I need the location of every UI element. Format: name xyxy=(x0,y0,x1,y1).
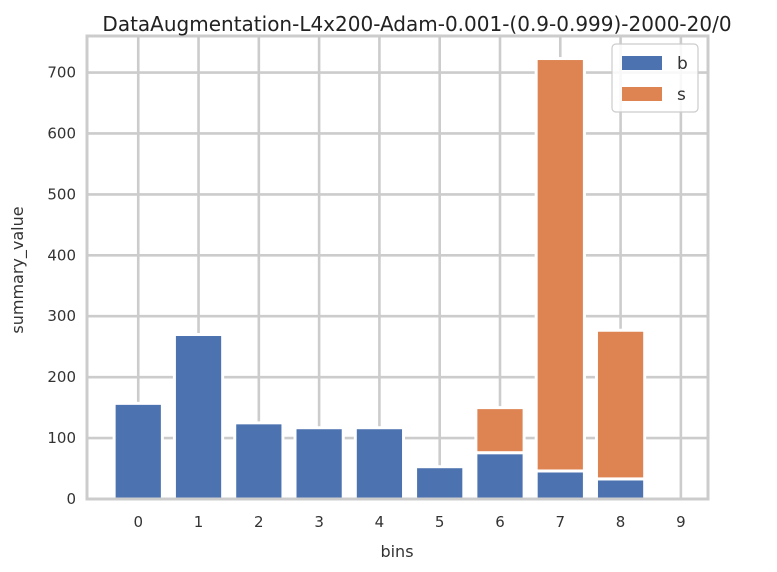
bar-s-6 xyxy=(474,406,526,455)
bars xyxy=(112,57,647,501)
bar-b-7 xyxy=(534,469,586,501)
bar-b-2 xyxy=(233,421,285,501)
x-axis-label: bins xyxy=(380,542,413,561)
y-tick-label: 200 xyxy=(47,368,76,386)
x-tick-label: 0 xyxy=(133,513,143,531)
bar-b-6 xyxy=(474,451,526,501)
x-tick-label: 3 xyxy=(314,513,324,531)
axes-border xyxy=(85,34,710,501)
plot-frame xyxy=(85,34,710,501)
x-tick-label: 4 xyxy=(375,513,385,531)
x-tick-label: 2 xyxy=(254,513,264,531)
legend-swatch-s xyxy=(622,87,662,101)
bar-b-4 xyxy=(353,426,406,501)
x-tick-labels: 0 1 2 3 4 5 6 7 8 9 xyxy=(133,513,685,531)
y-tick-labels: 0 100 200 300 400 500 600 700 xyxy=(47,64,76,508)
y-tick-label: 0 xyxy=(66,490,76,508)
y-tick-label: 500 xyxy=(47,185,76,203)
bar-b-8 xyxy=(594,477,647,501)
legend-label-b: b xyxy=(677,54,688,74)
bar-b-3 xyxy=(293,426,345,501)
y-tick-label: 300 xyxy=(47,307,76,325)
y-axis-label: summary_value xyxy=(8,206,28,333)
y-tick-label: 400 xyxy=(47,246,76,264)
bar-b-5 xyxy=(414,465,466,501)
y-tick-label: 600 xyxy=(47,124,76,142)
x-tick-label: 1 xyxy=(194,513,204,531)
bar-b-0 xyxy=(112,401,164,501)
bar-s-8 xyxy=(594,328,647,481)
x-tick-label: 7 xyxy=(556,513,566,531)
legend: bs xyxy=(611,43,699,113)
legend-label-s: s xyxy=(677,85,686,105)
chart-title: DataAugmentation-L4x200-Adam-0.001-(0.9-… xyxy=(102,12,731,36)
x-tick-label: 8 xyxy=(616,513,626,531)
legend-swatch-b xyxy=(622,56,662,70)
y-tick-label: 100 xyxy=(47,429,76,447)
x-tick-label: 9 xyxy=(676,513,686,531)
y-tick-label: 700 xyxy=(47,64,76,82)
bar-s-7 xyxy=(534,57,586,473)
x-tick-label: 5 xyxy=(435,513,445,531)
x-tick-label: 6 xyxy=(495,513,505,531)
bar-b-1 xyxy=(172,333,225,501)
